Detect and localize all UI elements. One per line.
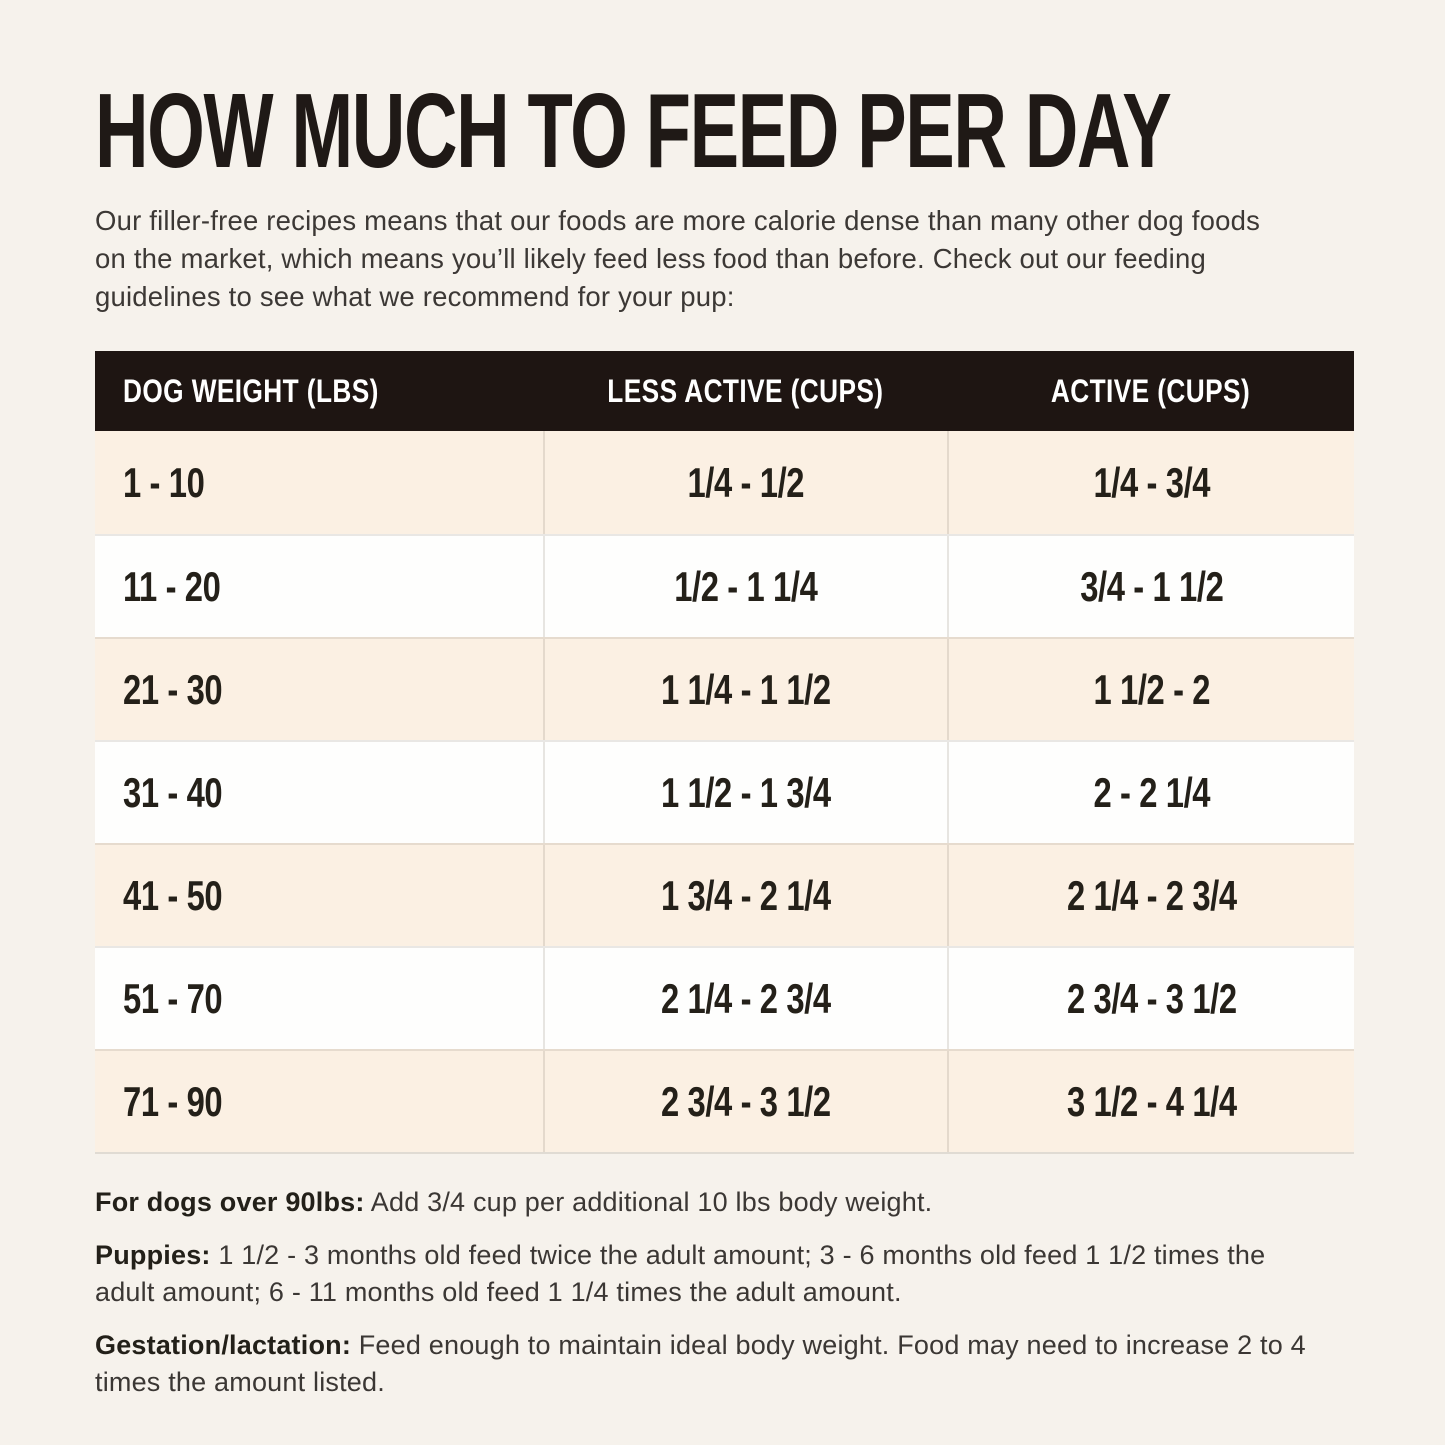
less-active-value: 1 3/4 - 2 1/4: [661, 871, 831, 919]
cell-less-active: 1 3/4 - 2 1/4: [543, 845, 947, 946]
active-value: 2 3/4 - 3 1/2: [1066, 974, 1237, 1022]
header-dog-weight: DOG WEIGHT (LBS): [95, 373, 543, 410]
active-value: 2 1/4 - 2 3/4: [1066, 871, 1237, 919]
cell-less-active: 2 1/4 - 2 3/4: [543, 948, 947, 1049]
cell-less-active: 1/4 - 1/2: [543, 431, 947, 534]
header-active: ACTIVE (CUPS): [947, 373, 1354, 410]
note-puppies: Puppies: 1 1/2 - 3 months old feed twice…: [95, 1237, 1325, 1311]
dog-weight-value: 71 - 90: [123, 1077, 223, 1125]
table-row: 21 - 30 1 1/4 - 1 1/2 1 1/2 - 2: [95, 637, 1354, 740]
less-active-value: 1 1/4 - 1 1/2: [661, 665, 831, 713]
less-active-value: 1/2 - 1 1/4: [674, 562, 818, 610]
less-active-value: 1 1/2 - 1 3/4: [661, 768, 831, 816]
cell-weight: 31 - 40: [95, 742, 543, 843]
note-puppies-label: Puppies:: [95, 1240, 211, 1270]
note-over-90lbs: For dogs over 90lbs: Add 3/4 cup per add…: [95, 1184, 1325, 1221]
active-value: 3 1/2 - 4 1/4: [1066, 1077, 1237, 1125]
cell-weight: 41 - 50: [95, 845, 543, 946]
dog-weight-value: 31 - 40: [123, 768, 223, 816]
feeding-table: DOG WEIGHT (LBS) LESS ACTIVE (CUPS) ACTI…: [95, 351, 1354, 1154]
cell-weight: 51 - 70: [95, 948, 543, 1049]
note-gestation: Gestation/lactation: Feed enough to main…: [95, 1327, 1325, 1401]
active-value: 2 - 2 1/4: [1093, 768, 1210, 816]
header-less-active: LESS ACTIVE (CUPS): [543, 373, 947, 410]
less-active-value: 1/4 - 1/2: [687, 458, 805, 506]
cell-active: 2 - 2 1/4: [947, 742, 1354, 843]
table-row: 51 - 70 2 1/4 - 2 3/4 2 3/4 - 3 1/2: [95, 946, 1354, 1049]
dog-weight-value: 1 - 10: [123, 458, 205, 506]
cell-active: 2 1/4 - 2 3/4: [947, 845, 1354, 946]
table-header-row: DOG WEIGHT (LBS) LESS ACTIVE (CUPS) ACTI…: [95, 351, 1354, 431]
intro-paragraph: Our filler-free recipes means that our f…: [95, 205, 1261, 312]
note-over-90lbs-label: For dogs over 90lbs:: [95, 1187, 365, 1217]
cell-less-active: 1 1/4 - 1 1/2: [543, 639, 947, 740]
note-over-90lbs-text: Add 3/4 cup per additional 10 lbs body w…: [370, 1187, 933, 1217]
table-row: 11 - 20 1/2 - 1 1/4 3/4 - 1 1/2: [95, 534, 1354, 637]
table-row: 71 - 90 2 3/4 - 3 1/2 3 1/2 - 4 1/4: [95, 1049, 1354, 1152]
active-value: 1 1/2 - 2: [1093, 665, 1210, 713]
less-active-value: 2 3/4 - 3 1/2: [661, 1077, 831, 1125]
cell-active: 1/4 - 3/4: [947, 431, 1354, 534]
header-dog-weight-label: DOG WEIGHT (LBS): [123, 372, 379, 409]
table-row: 1 - 10 1/4 - 1/2 1/4 - 3/4: [95, 431, 1354, 534]
cell-active: 1 1/2 - 2: [947, 639, 1354, 740]
cell-less-active: 1 1/2 - 1 3/4: [543, 742, 947, 843]
dog-weight-value: 21 - 30: [123, 665, 223, 713]
cell-less-active: 1/2 - 1 1/4: [543, 536, 947, 637]
cell-active: 3 1/2 - 4 1/4: [947, 1051, 1354, 1152]
header-less-active-label: LESS ACTIVE (CUPS): [606, 372, 884, 409]
table-row: 31 - 40 1 1/2 - 1 3/4 2 - 2 1/4: [95, 740, 1354, 843]
footnotes: For dogs over 90lbs: Add 3/4 cup per add…: [95, 1184, 1325, 1401]
note-gestation-label: Gestation/lactation:: [95, 1330, 352, 1360]
dog-weight-value: 51 - 70: [123, 974, 223, 1022]
cell-active: 3/4 - 1 1/2: [947, 536, 1354, 637]
note-puppies-text: 1 1/2 - 3 months old feed twice the adul…: [95, 1240, 1266, 1307]
dog-weight-value: 41 - 50: [123, 871, 223, 919]
cell-weight: 1 - 10: [95, 431, 543, 534]
page-title: HOW MUCH TO FEED PER DAY: [95, 72, 1172, 190]
table-row: 41 - 50 1 3/4 - 2 1/4 2 1/4 - 2 3/4: [95, 843, 1354, 946]
cell-weight: 71 - 90: [95, 1051, 543, 1152]
cell-weight: 11 - 20: [95, 536, 543, 637]
header-active-label: ACTIVE (CUPS): [1050, 372, 1251, 409]
dog-weight-value: 11 - 20: [123, 562, 221, 610]
less-active-value: 2 1/4 - 2 3/4: [661, 974, 831, 1022]
note-gestation-text: Feed enough to maintain ideal body weigh…: [95, 1330, 1306, 1397]
active-value: 3/4 - 1 1/2: [1079, 562, 1224, 610]
cell-active: 2 3/4 - 3 1/2: [947, 948, 1354, 1049]
active-value: 1/4 - 3/4: [1093, 458, 1210, 506]
cell-weight: 21 - 30: [95, 639, 543, 740]
cell-less-active: 2 3/4 - 3 1/2: [543, 1051, 947, 1152]
